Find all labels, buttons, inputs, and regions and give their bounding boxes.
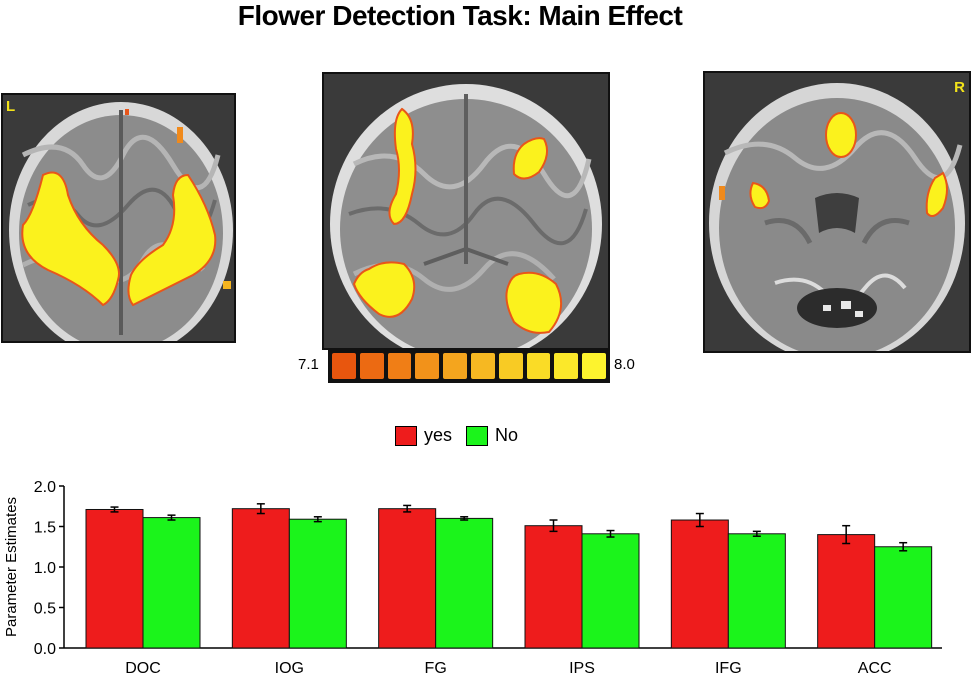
bar-yes-ips	[524, 525, 583, 649]
colorbar-cell	[332, 353, 356, 379]
legend-item-no: No	[466, 425, 518, 446]
bar-yes-ifg	[670, 519, 729, 649]
colorbar-cell	[443, 353, 467, 379]
bar-no-iog	[288, 518, 347, 649]
colorbar-cell	[470, 353, 495, 379]
bar-yes-doc	[85, 508, 144, 649]
bar-yes-iog	[231, 508, 290, 649]
brain-image-right	[705, 73, 969, 351]
brain-panel-middle	[322, 72, 610, 350]
left-hemisphere-label: L	[6, 98, 16, 115]
x-tick-label: DOC	[125, 660, 161, 677]
bar-no-ips	[581, 533, 640, 649]
legend-label-no: No	[495, 425, 519, 445]
colorbar-cell	[387, 353, 412, 379]
bar-yes-acc	[817, 534, 876, 649]
y-tick-label: 2.0	[34, 479, 56, 496]
figure-title: Flower Detection Task: Main Effect	[237, 0, 683, 31]
colorbar-cell	[582, 353, 606, 379]
y-axis-label: Parameter Estimates	[3, 497, 20, 637]
bar-no-doc	[142, 517, 201, 649]
right-hemisphere-label: R	[954, 79, 965, 96]
chart-legend: yes No	[395, 425, 532, 446]
colorbar	[328, 349, 610, 383]
y-tick-label: 1.0	[34, 560, 56, 577]
legend-swatch-no	[466, 425, 489, 446]
y-tick-label: 0.0	[34, 641, 56, 658]
x-tick-label: IPS	[569, 660, 595, 677]
y-tick-label: 0.5	[34, 601, 56, 618]
colorbar-cell	[415, 353, 440, 379]
colorbar-cell	[359, 353, 384, 379]
legend-swatch-yes	[395, 425, 417, 446]
x-tick-label: IOG	[275, 660, 304, 677]
x-tick-label: FG	[425, 660, 447, 677]
bar-no-fg	[435, 517, 494, 649]
brain-panel-left: L	[1, 93, 236, 343]
colorbar-cell	[498, 353, 523, 379]
legend-label-yes: yes	[424, 425, 453, 445]
brain-panel-right: R	[703, 71, 971, 353]
legend-item-yes: yes	[395, 425, 452, 446]
bar-chart: 0.0 0.5 1.0 1.5 2.0 Parameter Estimates DOC IOG…	[3, 479, 942, 677]
x-tick-label: ACC	[858, 660, 892, 677]
colorbar-cell	[554, 353, 579, 379]
brain-image-middle	[324, 74, 608, 348]
brain-image-left	[3, 95, 234, 341]
bar-no-ifg	[727, 533, 786, 649]
colorbar-max-label: 8.0	[614, 356, 635, 373]
y-tick-label: 1.5	[34, 520, 56, 537]
colorbar-cell	[526, 353, 551, 379]
bar-yes-fg	[378, 508, 437, 649]
bar-no-acc	[874, 546, 933, 649]
colorbar-min-label: 7.1	[298, 356, 319, 373]
x-tick-label: IFG	[715, 660, 742, 677]
